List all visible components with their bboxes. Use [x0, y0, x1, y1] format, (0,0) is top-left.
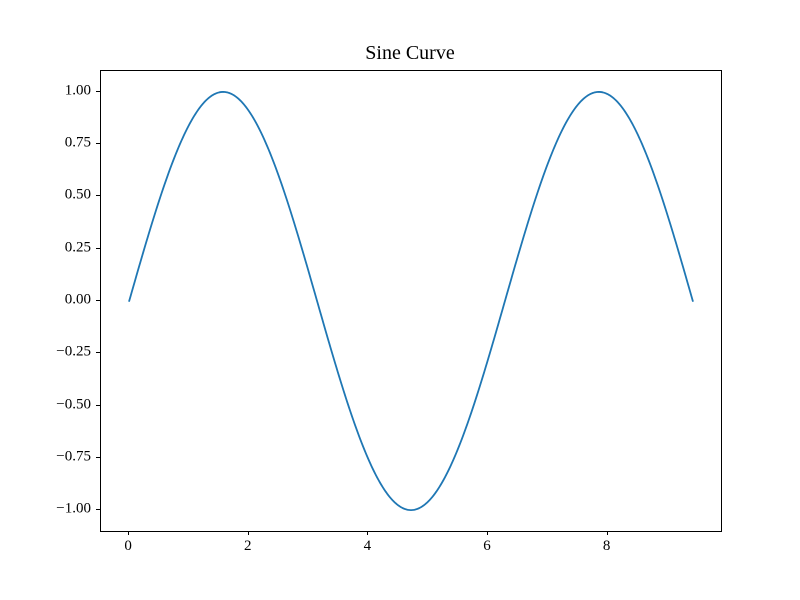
- x-tick-mark: [247, 531, 249, 535]
- y-tick-label: −0.25: [56, 343, 91, 360]
- y-tick-mark: [96, 456, 100, 458]
- y-tick-mark: [96, 90, 100, 92]
- x-tick-mark: [128, 531, 130, 535]
- x-tick-label: 0: [124, 538, 132, 554]
- y-tick-label: −1.00: [56, 500, 91, 517]
- y-tick-mark: [96, 352, 100, 354]
- chart-title: Sine Curve: [365, 42, 455, 64]
- y-tick-label: −0.50: [56, 396, 91, 413]
- y-tick-mark: [96, 195, 100, 197]
- y-tick-mark: [96, 143, 100, 145]
- y-tick-mark: [96, 404, 100, 406]
- y-tick-mark: [96, 247, 100, 249]
- x-tick-label: 4: [363, 538, 372, 554]
- x-tick-mark: [487, 531, 488, 535]
- y-tick-mark: [96, 300, 100, 301]
- y-tick-label: 0.00: [64, 291, 91, 308]
- sine-line: [128, 91, 694, 511]
- y-tick-label: 0.25: [64, 239, 91, 256]
- y-tick-label: 0.50: [64, 186, 91, 203]
- y-tick-mark: [96, 509, 100, 511]
- y-tick-label: 1.00: [64, 82, 91, 99]
- x-tick-label: 6: [483, 538, 491, 554]
- sine-line-svg: [128, 91, 694, 511]
- x-tick-mark: [606, 531, 608, 535]
- y-tick-label: −0.75: [56, 448, 91, 465]
- y-tick-label: 0.75: [64, 134, 91, 151]
- x-tick-mark: [367, 531, 369, 535]
- x-tick-label: 2: [244, 538, 252, 554]
- x-tick-label: 8: [602, 538, 611, 554]
- plot-area: [100, 70, 722, 532]
